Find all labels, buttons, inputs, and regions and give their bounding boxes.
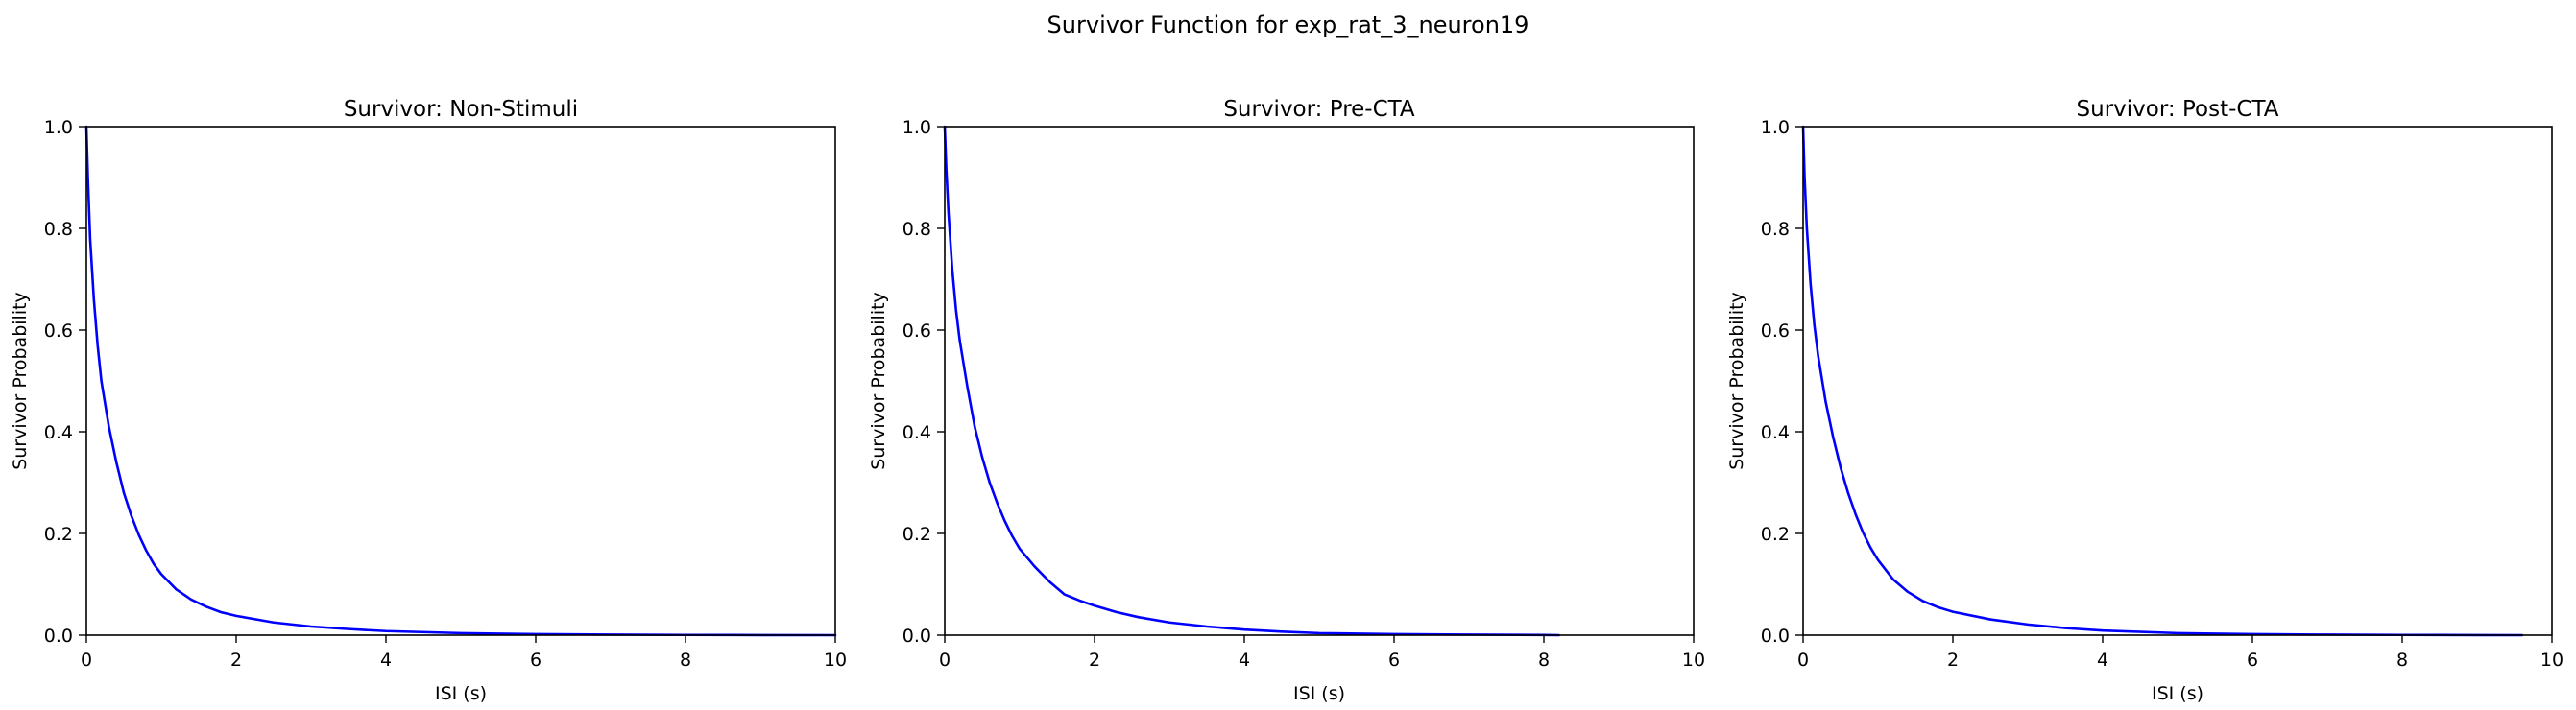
y-tick-label: 1.0 [44, 117, 73, 138]
subplot-1: 0 2 4 6 8 10 0.0 0.2 0.4 0.6 0.8 1.0 Survivor: Non-S… [10, 97, 847, 704]
y-tick-label: 0.4 [903, 422, 931, 443]
x-tick-label: 10 [824, 650, 847, 671]
y-tick-label: 0.6 [903, 320, 931, 342]
x-tick-label: 6 [530, 650, 542, 671]
y-tick-label: 0.0 [44, 626, 73, 647]
survivor-curve-line [943, 125, 1560, 637]
y-tick-label: 0.8 [903, 219, 931, 240]
y-tick-label: 0.8 [44, 219, 73, 240]
y-tick-label: 0.4 [44, 422, 73, 443]
y-tick-label: 0.2 [903, 524, 931, 545]
axes-frame [85, 126, 836, 636]
subplot-title: Survivor: Non-Stimuli [344, 97, 578, 122]
y-tick-label: 0.2 [1761, 524, 1790, 545]
y-axis-label: Survivor Probability [10, 292, 31, 470]
y-axis-label: Survivor Probability [868, 292, 889, 470]
x-tick-label: 4 [1239, 650, 1250, 671]
y-tick-label: 0.0 [1761, 626, 1790, 647]
y-tick-label: 0.6 [1761, 320, 1790, 342]
x-tick-label: 6 [2247, 650, 2258, 671]
x-tick-label: 8 [680, 650, 691, 671]
subplot-panels: 0 2 4 6 8 10 0.0 0.2 0.4 0.6 0.8 1.0 Survivor: Non-S… [10, 97, 2564, 704]
x-tick-label: 4 [380, 650, 392, 671]
x-tick-label: 0 [939, 650, 951, 671]
x-tick-label: 2 [230, 650, 242, 671]
y-tick-label: 0.2 [44, 524, 73, 545]
axes-frame [944, 126, 1695, 636]
y-tick-label: 0.0 [903, 626, 931, 647]
x-tick-label: 2 [1947, 650, 1959, 671]
subplot-title: Survivor: Post-CTA [2077, 97, 2279, 122]
x-tick-label: 6 [1388, 650, 1400, 671]
y-tick-label: 1.0 [903, 117, 931, 138]
survivor-curve-line [1801, 125, 2524, 637]
x-tick-label: 0 [81, 650, 92, 671]
y-tick-label: 0.6 [44, 320, 73, 342]
x-axis-label: ISI (s) [2152, 683, 2203, 704]
y-tick-label: 0.8 [1761, 219, 1790, 240]
figure-suptitle: Survivor Function for exp_rat_3_neuron19 [1047, 12, 1529, 38]
x-tick-label: 2 [1089, 650, 1100, 671]
x-tick-label: 0 [1797, 650, 1809, 671]
y-axis-label: Survivor Probability [1726, 292, 1747, 470]
subplot-3: 0 2 4 6 8 10 0.0 0.2 0.4 0.6 0.8 1.0 Survivor: Post-… [1726, 97, 2564, 704]
x-tick-label: 10 [1682, 650, 1705, 671]
x-axis-label: ISI (s) [1293, 683, 1345, 704]
x-tick-label: 8 [1538, 650, 1550, 671]
x-tick-label: 8 [2396, 650, 2408, 671]
x-axis-label: ISI (s) [435, 683, 487, 704]
subplot-title: Survivor: Pre-CTA [1223, 97, 1415, 122]
survivor-curve-line [84, 125, 837, 637]
x-tick-label: 10 [2540, 650, 2564, 671]
x-tick-label: 4 [2097, 650, 2108, 671]
y-tick-label: 0.4 [1761, 422, 1790, 443]
axes-frame [1802, 126, 2553, 636]
subplot-2: 0 2 4 6 8 10 0.0 0.2 0.4 0.6 0.8 1.0 Survivor: Pre-C… [868, 97, 1705, 704]
y-tick-label: 1.0 [1761, 117, 1790, 138]
